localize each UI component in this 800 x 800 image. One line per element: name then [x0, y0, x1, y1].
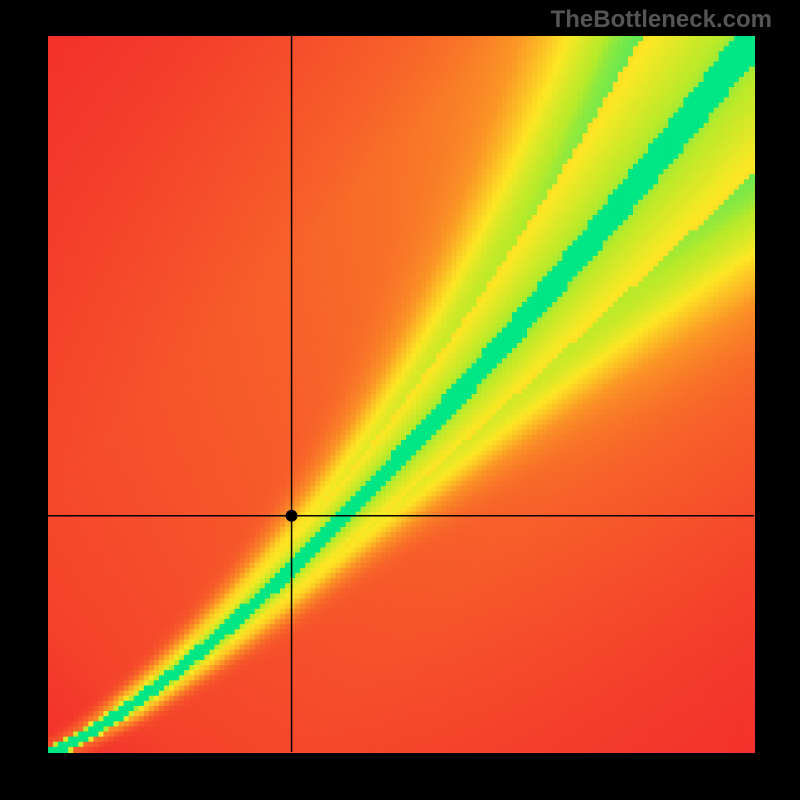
- chart-container: TheBottleneck.com: [0, 0, 800, 800]
- watermark-text: TheBottleneck.com: [551, 6, 772, 34]
- heatmap-canvas: [0, 0, 800, 800]
